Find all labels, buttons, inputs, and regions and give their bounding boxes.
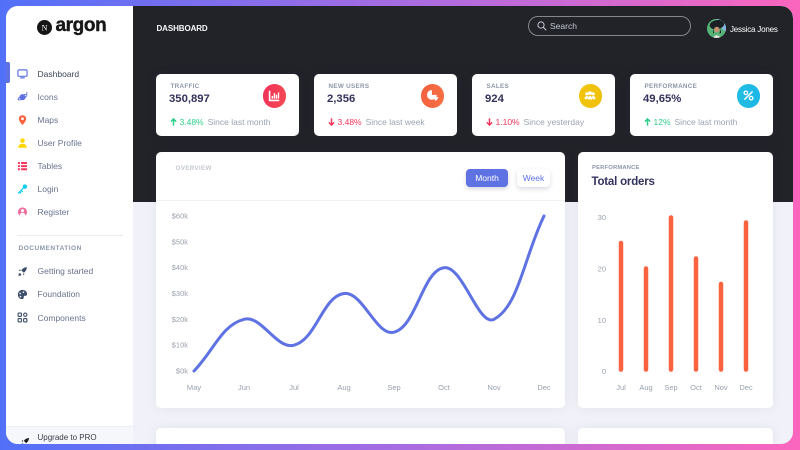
svg-text:Jul: Jul: [616, 383, 626, 392]
svg-text:$60k: $60k: [171, 212, 188, 221]
svg-text:$50k: $50k: [171, 237, 188, 246]
svg-text:0: 0: [602, 367, 606, 376]
svg-text:Aug: Aug: [639, 383, 652, 392]
svg-text:Nov: Nov: [487, 383, 501, 392]
svg-text:Nov: Nov: [714, 383, 728, 392]
svg-text:Jun: Jun: [237, 383, 249, 392]
svg-text:N: N: [42, 23, 48, 32]
svg-text:$30k: $30k: [171, 289, 188, 298]
svg-text:Dec: Dec: [537, 383, 551, 392]
svg-text:10: 10: [598, 316, 606, 325]
svg-text:$0k: $0k: [175, 367, 187, 376]
svg-text:$10k: $10k: [171, 341, 188, 350]
svg-text:$20k: $20k: [171, 315, 188, 324]
svg-text:Dec: Dec: [739, 383, 753, 392]
svg-text:Sep: Sep: [664, 383, 677, 392]
svg-text:20: 20: [598, 265, 606, 274]
svg-text:Sep: Sep: [387, 383, 400, 392]
svg-text:May: May: [186, 383, 200, 392]
svg-text:Jul: Jul: [289, 383, 299, 392]
svg-text:Oct: Oct: [438, 383, 451, 392]
svg-text:30: 30: [598, 213, 606, 222]
svg-text:$40k: $40k: [171, 263, 188, 272]
svg-text:Oct: Oct: [690, 383, 703, 392]
svg-text:Aug: Aug: [337, 383, 350, 392]
